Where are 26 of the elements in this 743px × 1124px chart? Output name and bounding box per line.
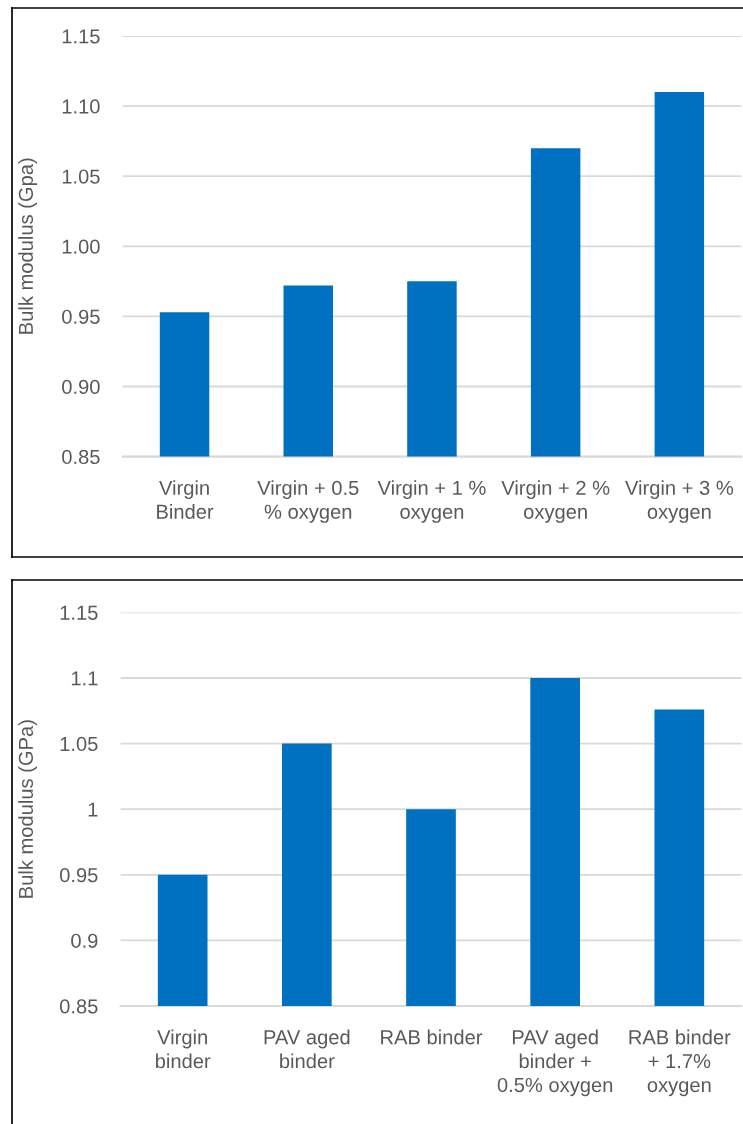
x-tick-label: PAV aged binder bbox=[264, 1029, 350, 1069]
y-axis-title: Bulk modulus (Gpa) bbox=[18, 158, 37, 334]
y-tick-label: 0.95 bbox=[62, 309, 100, 324]
x-tick-label: Virgin + 1 % oxygen bbox=[377, 480, 486, 523]
x-tick-label: Virgin + 3 % oxygen bbox=[625, 480, 734, 523]
y-tick-label: 0.95 bbox=[59, 868, 98, 883]
y-tick-label: 1.05 bbox=[60, 736, 98, 752]
y-tick-label: 0.90 bbox=[62, 379, 100, 394]
y-tick-label: 1 bbox=[88, 802, 98, 817]
x-tick-label: Virgin + 0.5 % oxygen bbox=[257, 480, 359, 523]
y-tick-label: 0.85 bbox=[62, 449, 100, 465]
y-tick-label: 1.00 bbox=[62, 239, 100, 254]
y-tick-label: 0.85 bbox=[59, 999, 98, 1014]
x-tick-label: Virgin binder bbox=[155, 1029, 211, 1069]
y-tick-label: 1.15 bbox=[62, 29, 100, 44]
x-tick-label: PAV aged binder + 0.5% oxygen bbox=[497, 1029, 613, 1097]
y-tick-label: 1.05 bbox=[62, 169, 100, 184]
x-tick-label: RAB binder bbox=[381, 1029, 483, 1045]
y-axis-title: Bulk modulus (GPa) bbox=[18, 720, 37, 898]
x-tick-label: RAB binder + 1.7% oxygen bbox=[629, 1029, 731, 1097]
y-tick-label: 0.9 bbox=[71, 933, 98, 948]
x-tick-label: Virgin + 2 % oxygen bbox=[501, 480, 610, 523]
x-tick-label: Virgin Binder bbox=[157, 480, 214, 519]
y-tick-label: 1.1 bbox=[71, 671, 98, 686]
y-tick-label: 1.15 bbox=[60, 605, 98, 620]
y-tick-label: 1.10 bbox=[62, 99, 100, 114]
